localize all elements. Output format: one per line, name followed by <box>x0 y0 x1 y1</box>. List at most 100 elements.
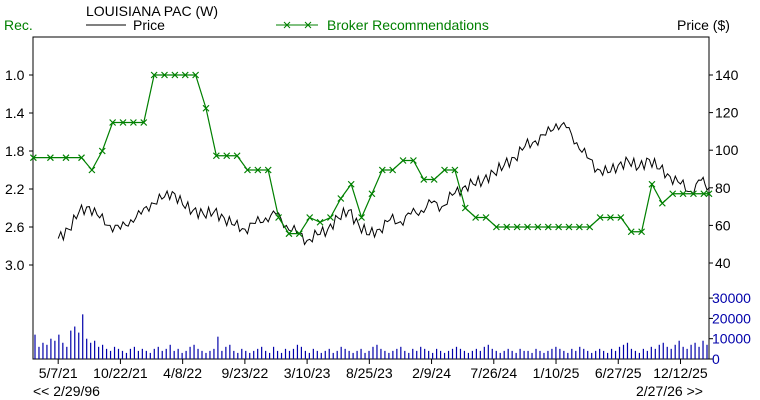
recommendation-point <box>98 147 106 155</box>
recommendation-point <box>690 190 697 198</box>
x-axis: 5/7/21 10/22/21 4/8/22 9/23/22 3/10/23 8/25/2… <box>39 359 708 381</box>
volume-bars <box>34 314 708 359</box>
recommendation-line <box>33 74 709 235</box>
recommendation-point <box>461 204 469 212</box>
recommendation-point <box>78 154 85 162</box>
recommendation-point <box>482 214 490 221</box>
recommendation-point <box>586 223 594 231</box>
recommendation-point <box>409 157 417 164</box>
right-tick-label: 40 <box>715 255 731 271</box>
recommendation-point <box>420 176 428 183</box>
recommendation-point <box>171 71 179 79</box>
recommendation-point <box>513 223 521 231</box>
plot-frame <box>32 36 710 360</box>
recommendation-point <box>700 190 708 198</box>
recommendation-point <box>389 166 397 174</box>
recommendation-point <box>669 190 677 198</box>
recommendation-point <box>202 104 210 112</box>
recommendation-point <box>119 119 127 126</box>
recommendation-point <box>223 152 231 160</box>
left-tick-label: 3.0 <box>5 257 25 273</box>
legend-recommendations-label: Broker Recommendations <box>327 17 489 33</box>
x-tick-label: 7/26/24 <box>470 365 517 381</box>
recommendation-point <box>399 157 407 164</box>
left-tick-label: 1.0 <box>5 67 25 83</box>
right-tick-label: 120 <box>715 105 739 121</box>
recommendation-point <box>596 214 604 221</box>
recommendation-point <box>555 223 563 231</box>
volume-tick-label: 20000 <box>712 310 751 326</box>
recommendation-point <box>503 223 511 231</box>
recommendation-point <box>534 223 542 231</box>
x-tick-label: 4/8/22 <box>163 365 202 381</box>
legend-recommendations-marker <box>276 21 318 29</box>
recommendation-point <box>705 190 713 198</box>
recommendation-point <box>129 119 137 126</box>
recommendation-point <box>212 152 220 160</box>
recommendation-point <box>88 166 96 174</box>
recommendation-point <box>492 223 500 231</box>
recommendation-point <box>327 214 334 221</box>
x-tick-label: 6/27/25 <box>595 365 642 381</box>
price-line <box>57 121 710 246</box>
left-tick-label: 1.4 <box>5 105 25 121</box>
x-tick-label: 9/23/22 <box>222 365 269 381</box>
recommendation-point <box>658 199 666 207</box>
recommendation-point <box>368 190 376 198</box>
left-tick-label: 2.6 <box>5 219 25 235</box>
left-axis: 1.0 1.4 1.8 2.2 2.6 3.0 <box>5 67 33 273</box>
recommendation-point <box>607 214 614 221</box>
right-tick-label: 140 <box>715 67 739 83</box>
recommendation-point <box>109 119 117 126</box>
recommendation-point <box>295 230 303 238</box>
recommendation-point <box>679 190 687 198</box>
legend-price-label: Price <box>133 17 165 33</box>
recommendation-point <box>316 218 324 226</box>
recommendation-point <box>627 228 635 236</box>
x-range-start-label: << 2/29/96 <box>33 383 100 399</box>
x-tick-label: 12/12/25 <box>653 365 708 381</box>
price-series <box>57 121 710 246</box>
recommendation-point <box>254 166 262 174</box>
recommendation-point <box>181 71 189 79</box>
x-tick-label: 5/7/21 <box>39 365 78 381</box>
recommendation-point <box>617 214 625 221</box>
recommendation-point <box>337 195 345 202</box>
recommendation-point <box>150 71 158 79</box>
left-axis-label: Rec. <box>4 17 33 33</box>
x-tick-label: 3/10/23 <box>284 365 331 381</box>
right-tick-label: 100 <box>715 142 739 158</box>
left-tick-label: 2.2 <box>5 181 25 197</box>
recommendation-point <box>275 214 283 221</box>
recommendation-point <box>575 223 583 231</box>
volume-axis: 30000 20000 10000 0 <box>709 290 751 367</box>
recommendation-point <box>46 154 54 162</box>
volume-tick-label: 30000 <box>712 290 751 306</box>
x-tick-label: 2/9/24 <box>412 365 451 381</box>
broker-recommendations-series <box>29 71 713 238</box>
recommendation-point <box>544 223 552 231</box>
recommendation-point <box>285 230 293 238</box>
recommendation-point <box>306 214 314 221</box>
volume-tick-label: 0 <box>712 351 720 367</box>
recommendation-point <box>565 223 573 231</box>
right-tick-label: 60 <box>715 217 731 233</box>
x-tick-label: 8/25/23 <box>346 365 393 381</box>
x-range-end-label: 2/27/26 >> <box>636 383 703 399</box>
right-axis-label: Price ($) <box>677 17 730 33</box>
recommendation-point <box>648 180 656 188</box>
recommendation-point <box>192 71 200 79</box>
recommendation-point <box>441 166 448 174</box>
recommendation-point <box>29 154 37 162</box>
recommendation-point <box>347 180 355 188</box>
x-tick-label: 10/22/21 <box>93 365 148 381</box>
recommendation-point <box>264 166 272 174</box>
recommendation-point <box>430 176 438 183</box>
recommendation-point <box>244 166 251 174</box>
recommendation-point <box>358 214 365 221</box>
x-tick-label: 1/10/25 <box>533 365 580 381</box>
recommendation-point <box>638 228 646 236</box>
recommendation-point <box>451 166 459 174</box>
recommendation-point <box>472 214 480 221</box>
